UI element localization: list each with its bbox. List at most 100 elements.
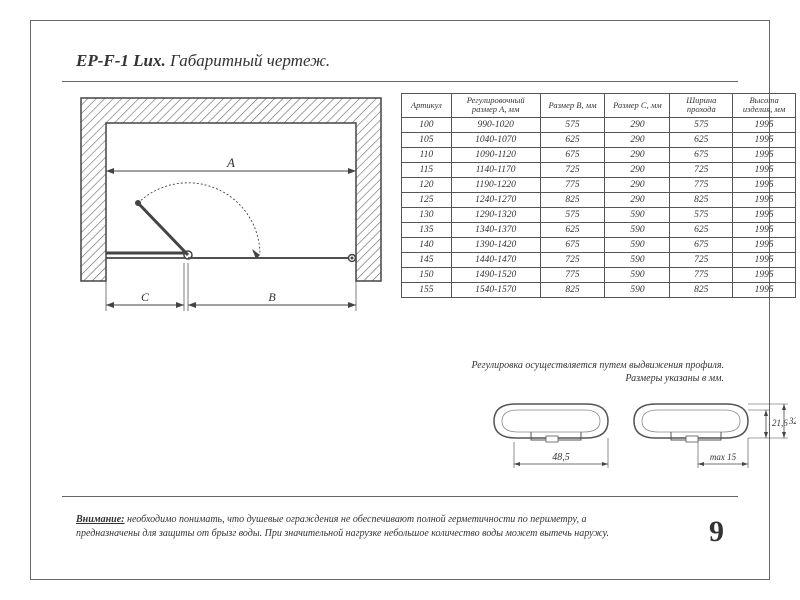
table-cell: 1995 [733,207,796,222]
table-cell: 675 [670,147,733,162]
table-cell: 125 [402,192,452,207]
col-header: Артикул [402,94,452,118]
rule-top [62,81,738,82]
dim-c-label: C [141,290,150,304]
table-cell: 575 [540,207,605,222]
note-line-2: Размеры указаны в мм. [472,372,725,385]
table-cell: 1995 [733,177,796,192]
table-cell: 590 [605,237,670,252]
table-cell: 1140-1170 [451,162,540,177]
table-cell: 290 [605,147,670,162]
page-number: 9 [709,515,724,549]
table-cell: 590 [605,222,670,237]
table-cell: 575 [540,117,605,132]
table-row: 1501490-15207755907751995 [402,267,796,282]
table-row: 1201190-12207752907751995 [402,177,796,192]
table-cell: 775 [670,177,733,192]
table-cell: 1540-1570 [451,282,540,297]
table-cell: 625 [670,222,733,237]
adjustment-notes: Регулировка осуществляется путем выдвиже… [472,359,725,385]
svg-text:48,5: 48,5 [552,452,570,463]
dim-a-label: A [226,155,235,170]
table-cell: 625 [670,132,733,147]
table-row: 1401390-14206755906751995 [402,237,796,252]
table-cell: 590 [605,252,670,267]
col-header: Размер В, мм [540,94,605,118]
table-cell: 1995 [733,117,796,132]
note-line-1: Регулировка осуществляется путем выдвиже… [472,359,725,372]
table-cell: 1995 [733,192,796,207]
table-cell: 150 [402,267,452,282]
table-cell: 1240-1270 [451,192,540,207]
table-row: 1551540-15708255908251995 [402,282,796,297]
table-cell: 1995 [733,267,796,282]
table-cell: 1490-1520 [451,267,540,282]
table-cell: 1995 [733,132,796,147]
table-cell: 290 [605,177,670,192]
table-cell: 1995 [733,222,796,237]
table-row: 1251240-12708252908251995 [402,192,796,207]
table-cell: 775 [540,267,605,282]
table-cell: 110 [402,147,452,162]
col-header: Высота изделия, мм [733,94,796,118]
table-cell: 145 [402,252,452,267]
rule-bottom [62,496,738,497]
table-cell: 140 [402,237,452,252]
table-cell: 115 [402,162,452,177]
table-row: 100990-10205752905751995 [402,117,796,132]
table-cell: 825 [540,192,605,207]
table-cell: 135 [402,222,452,237]
table-cell: 675 [540,237,605,252]
table-cell: 130 [402,207,452,222]
table-cell: 290 [605,192,670,207]
table-cell: 590 [605,207,670,222]
table-cell: 1995 [733,237,796,252]
table-cell: 775 [670,267,733,282]
dimensional-drawing: A C [76,93,386,323]
table-cell: 725 [670,162,733,177]
table-row: 1351340-13706255906251995 [402,222,796,237]
table-cell: 725 [540,162,605,177]
table-body: 100990-102057529057519951051040-10706252… [402,117,796,297]
page-title: EP-F-1 Lux. Габаритный чертеж. [76,51,330,71]
warning-label: Внимание: [76,514,125,525]
table-cell: 825 [540,282,605,297]
table-cell: 575 [670,117,733,132]
table-cell: 725 [540,252,605,267]
table-row: 1051040-10706252906251995 [402,132,796,147]
table-cell: 775 [540,177,605,192]
table-cell: 590 [605,282,670,297]
table-header-row: АртикулРегулировочный размер А, ммРазмер… [402,94,796,118]
col-header: Размер С, мм [605,94,670,118]
table-row: 1101090-11206752906751995 [402,147,796,162]
table-cell: 825 [670,282,733,297]
title-model: EP-F-1 Lux. [76,51,166,70]
table-cell: 1040-1070 [451,132,540,147]
profile-cross-sections: 48,5 max 15 21,6 32 [476,396,796,481]
table-cell: 1995 [733,162,796,177]
table-cell: 575 [670,207,733,222]
title-desc: Габаритный чертеж. [166,51,330,70]
table-cell: 1995 [733,252,796,267]
table-cell: 590 [605,267,670,282]
table-cell: 625 [540,132,605,147]
table-cell: 1190-1220 [451,177,540,192]
table-row: 1301290-13205755905751995 [402,207,796,222]
table-cell: 290 [605,117,670,132]
svg-text:max 15: max 15 [710,452,737,462]
svg-text:21,6: 21,6 [772,418,788,428]
table-cell: 105 [402,132,452,147]
col-header: Ширина прохода [670,94,733,118]
table-cell: 120 [402,177,452,192]
warning-body: необходимо понимать, что душевые огражде… [76,514,609,539]
table-cell: 1995 [733,282,796,297]
table-cell: 1340-1370 [451,222,540,237]
dimensions-table: АртикулРегулировочный размер А, ммРазмер… [401,93,796,298]
table-cell: 290 [605,162,670,177]
warning-text: Внимание: необходимо понимать, что душев… [76,513,649,541]
page-frame: EP-F-1 Lux. Габаритный чертеж. A [30,20,770,580]
svg-text:32: 32 [788,416,796,426]
table-cell: 1390-1420 [451,237,540,252]
table-cell: 1440-1470 [451,252,540,267]
table-cell: 290 [605,132,670,147]
